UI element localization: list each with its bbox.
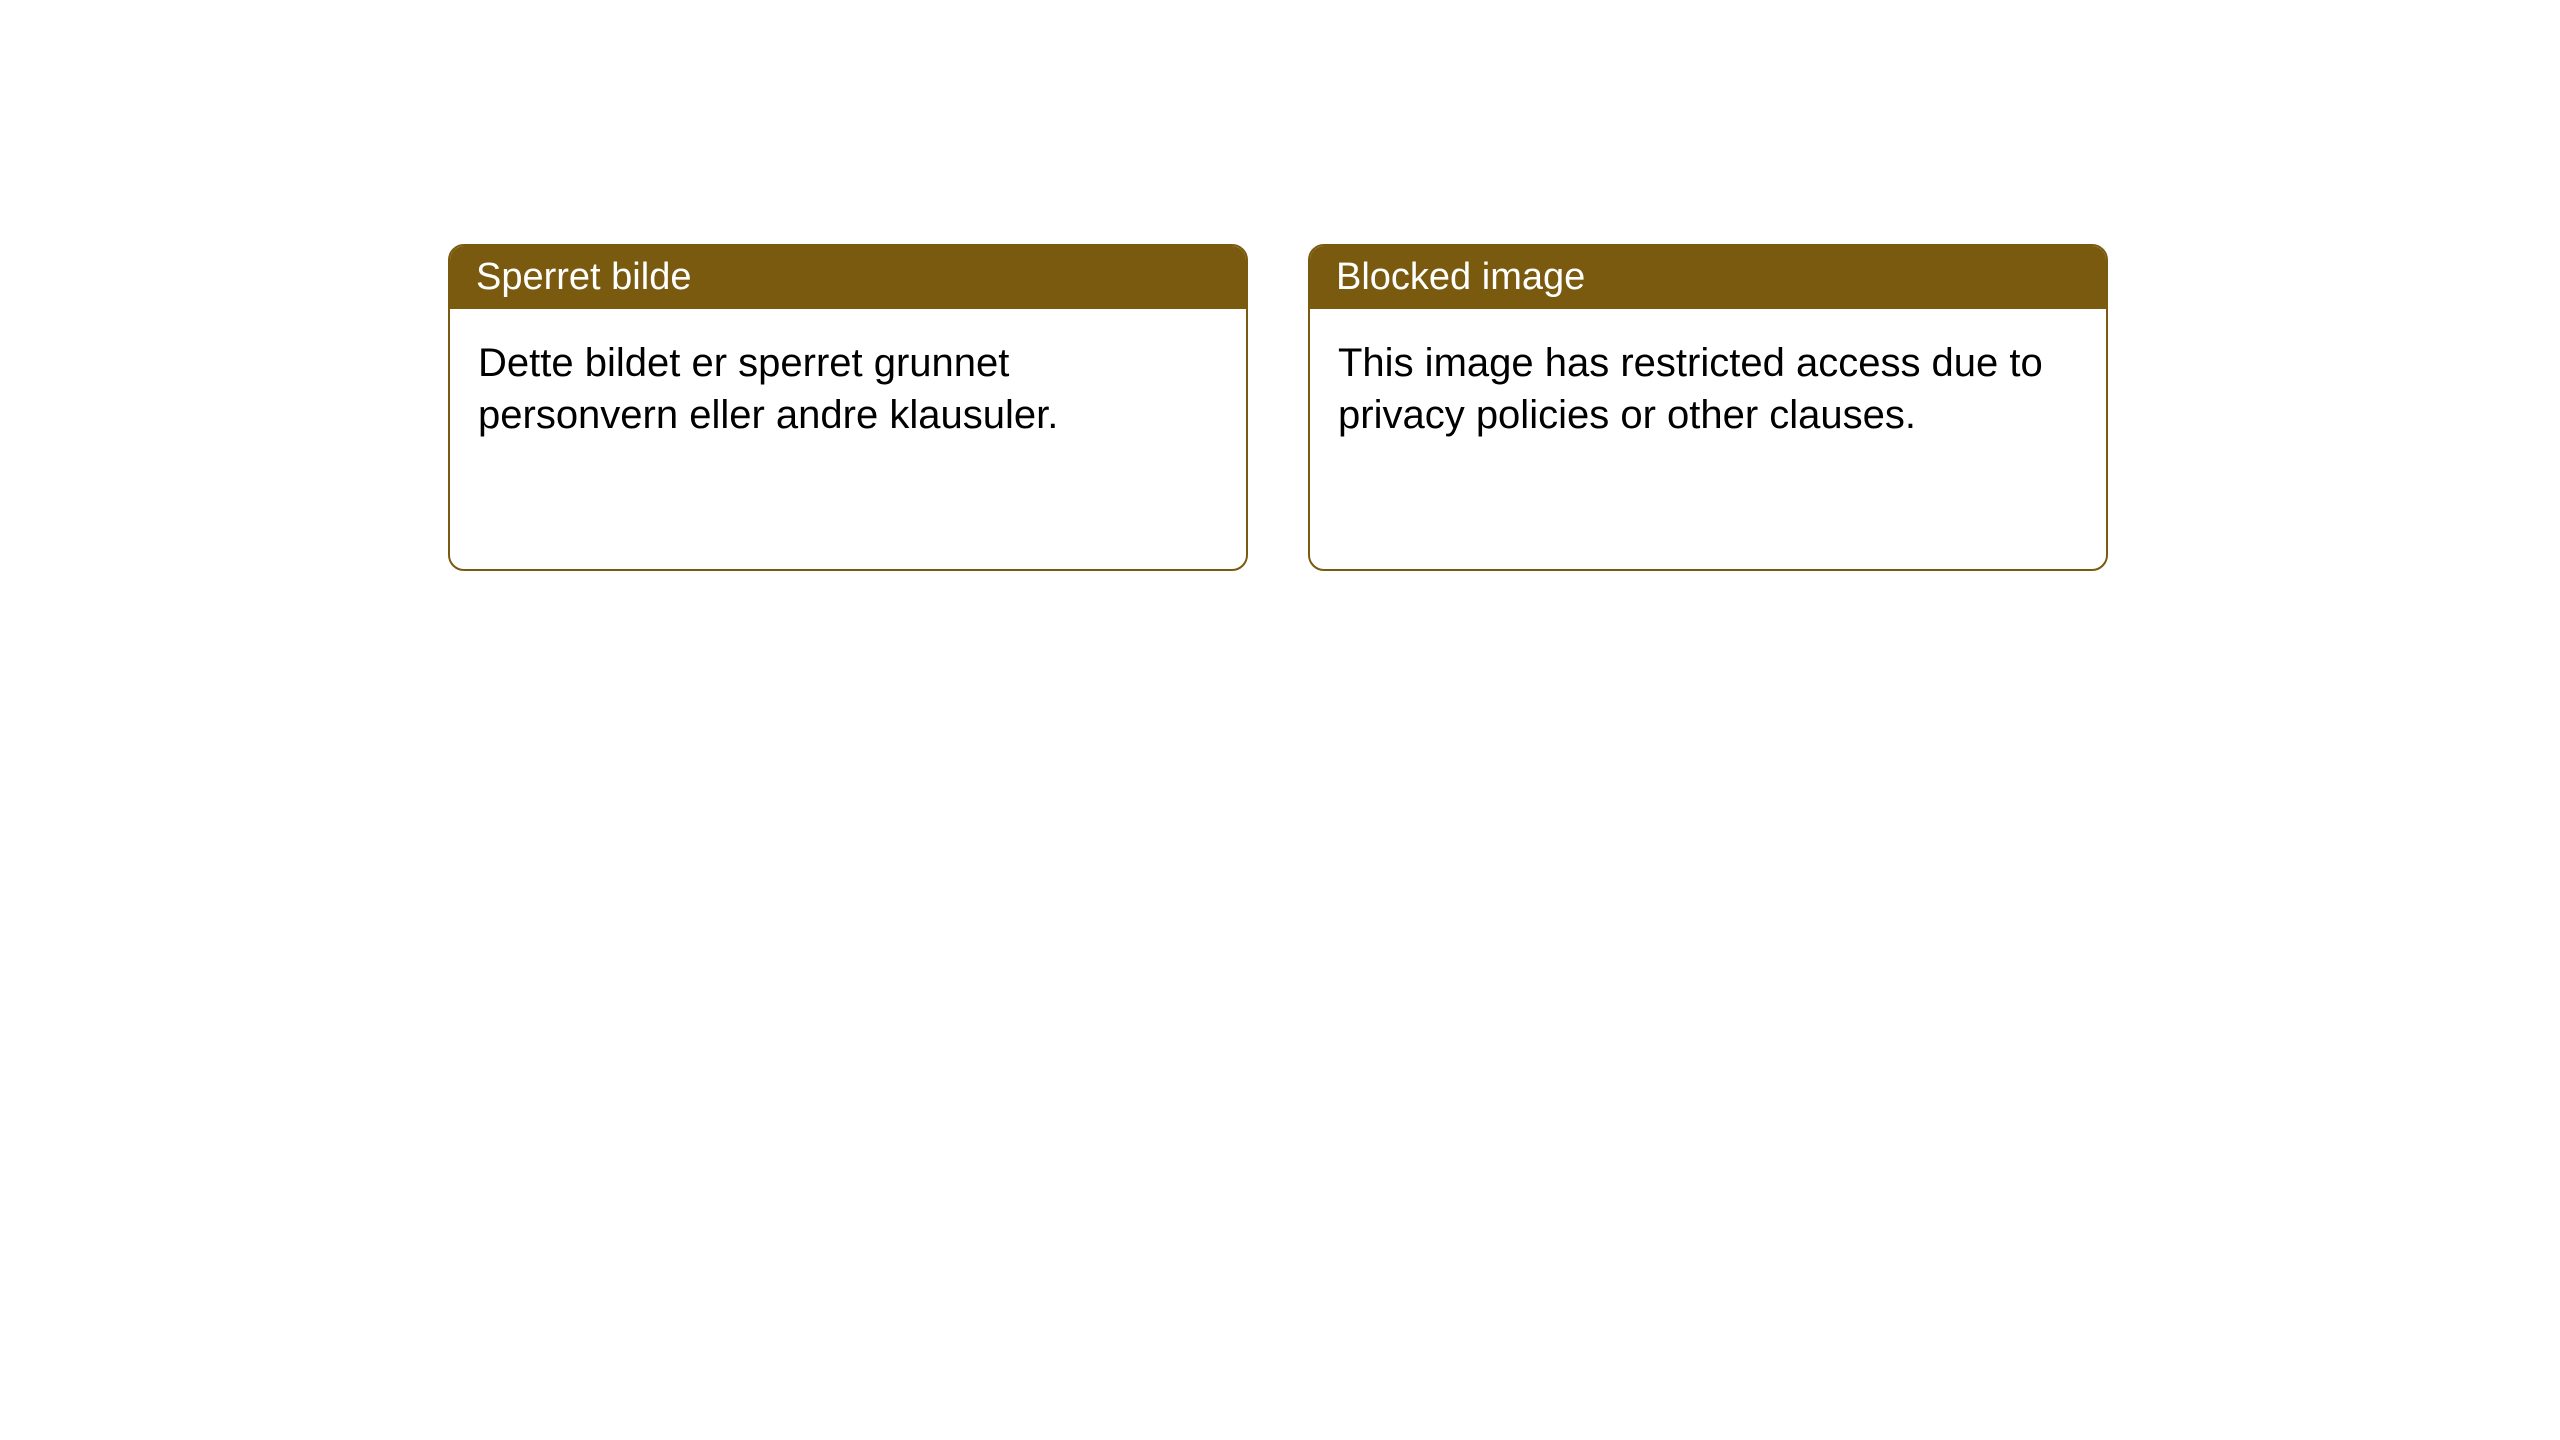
card-body-text-en: This image has restricted access due to … <box>1338 341 2043 437</box>
card-title-no: Sperret bilde <box>476 256 691 298</box>
card-header-no: Sperret bilde <box>450 246 1246 309</box>
card-body-no: Dette bildet er sperret grunnet personve… <box>450 309 1246 569</box>
blocked-image-cards: Sperret bilde Dette bildet er sperret gr… <box>448 244 2108 571</box>
card-body-en: This image has restricted access due to … <box>1310 309 2106 569</box>
blocked-image-card-no: Sperret bilde Dette bildet er sperret gr… <box>448 244 1248 571</box>
blocked-image-card-en: Blocked image This image has restricted … <box>1308 244 2108 571</box>
card-body-text-no: Dette bildet er sperret grunnet personve… <box>478 341 1058 437</box>
card-header-en: Blocked image <box>1310 246 2106 309</box>
card-title-en: Blocked image <box>1336 256 1585 298</box>
